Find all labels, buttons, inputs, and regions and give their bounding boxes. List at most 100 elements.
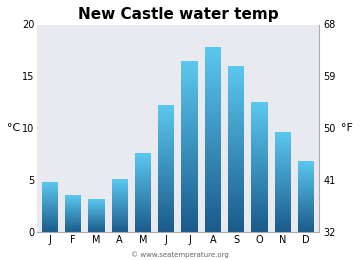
Y-axis label: °C: °C: [7, 124, 20, 133]
Bar: [158, 116, 175, 117]
Bar: [42, 215, 58, 216]
Bar: [42, 183, 58, 184]
Bar: [135, 199, 151, 200]
Bar: [228, 143, 244, 145]
Bar: [251, 197, 267, 198]
Bar: [251, 153, 267, 154]
Bar: [298, 191, 314, 192]
Bar: [298, 187, 314, 188]
Bar: [158, 217, 175, 218]
Bar: [158, 135, 175, 136]
Bar: [275, 207, 291, 209]
Bar: [181, 87, 198, 89]
Bar: [112, 204, 128, 205]
Bar: [135, 173, 151, 174]
Bar: [205, 77, 221, 80]
Bar: [275, 212, 291, 213]
Bar: [181, 112, 198, 114]
Bar: [135, 175, 151, 176]
Bar: [181, 80, 198, 82]
Bar: [251, 192, 267, 193]
Bar: [42, 221, 58, 222]
Bar: [88, 227, 104, 228]
Bar: [158, 141, 175, 143]
Bar: [135, 179, 151, 180]
Bar: [275, 201, 291, 202]
Bar: [181, 138, 198, 140]
Bar: [228, 224, 244, 226]
Bar: [65, 203, 81, 204]
Bar: [158, 181, 175, 183]
Bar: [135, 197, 151, 198]
Bar: [135, 171, 151, 172]
Bar: [298, 228, 314, 229]
Bar: [158, 151, 175, 153]
Bar: [181, 185, 198, 187]
Bar: [112, 218, 128, 219]
Bar: [181, 194, 198, 196]
Bar: [298, 211, 314, 212]
Bar: [112, 179, 128, 180]
Bar: [181, 166, 198, 168]
Bar: [112, 216, 128, 217]
Bar: [228, 101, 244, 103]
Bar: [228, 87, 244, 89]
Bar: [158, 133, 175, 135]
Bar: [42, 213, 58, 214]
Bar: [298, 216, 314, 217]
Bar: [181, 190, 198, 192]
Bar: [42, 211, 58, 212]
Y-axis label: °F: °F: [341, 124, 353, 133]
Bar: [158, 119, 175, 121]
Bar: [228, 91, 244, 93]
Bar: [135, 224, 151, 225]
Bar: [205, 209, 221, 212]
Bar: [42, 197, 58, 198]
Bar: [135, 217, 151, 218]
Bar: [298, 200, 314, 201]
Bar: [181, 108, 198, 110]
Bar: [298, 169, 314, 170]
Bar: [158, 173, 175, 175]
Bar: [228, 174, 244, 176]
Bar: [228, 199, 244, 201]
Bar: [88, 204, 104, 205]
Bar: [205, 114, 221, 117]
Bar: [112, 198, 128, 199]
Bar: [298, 225, 314, 226]
Bar: [298, 195, 314, 196]
Bar: [158, 121, 175, 122]
Bar: [65, 210, 81, 211]
Bar: [135, 186, 151, 187]
Bar: [251, 176, 267, 177]
Bar: [181, 230, 198, 232]
Bar: [298, 199, 314, 200]
Bar: [88, 206, 104, 207]
Bar: [205, 61, 221, 64]
Bar: [181, 179, 198, 181]
Bar: [228, 79, 244, 81]
Bar: [42, 203, 58, 204]
Bar: [181, 220, 198, 222]
Bar: [251, 141, 267, 143]
Bar: [205, 124, 221, 126]
Bar: [135, 198, 151, 199]
Bar: [88, 209, 104, 210]
Bar: [135, 210, 151, 211]
Bar: [181, 174, 198, 177]
Bar: [158, 109, 175, 111]
Bar: [88, 219, 104, 220]
Bar: [135, 172, 151, 173]
Bar: [181, 187, 198, 190]
Bar: [42, 200, 58, 201]
Bar: [181, 114, 198, 117]
Bar: [158, 168, 175, 170]
Bar: [275, 190, 291, 191]
Bar: [181, 181, 198, 183]
Bar: [251, 158, 267, 159]
Bar: [251, 117, 267, 119]
Bar: [158, 162, 175, 164]
Bar: [42, 212, 58, 213]
Bar: [158, 125, 175, 127]
Bar: [205, 165, 221, 168]
